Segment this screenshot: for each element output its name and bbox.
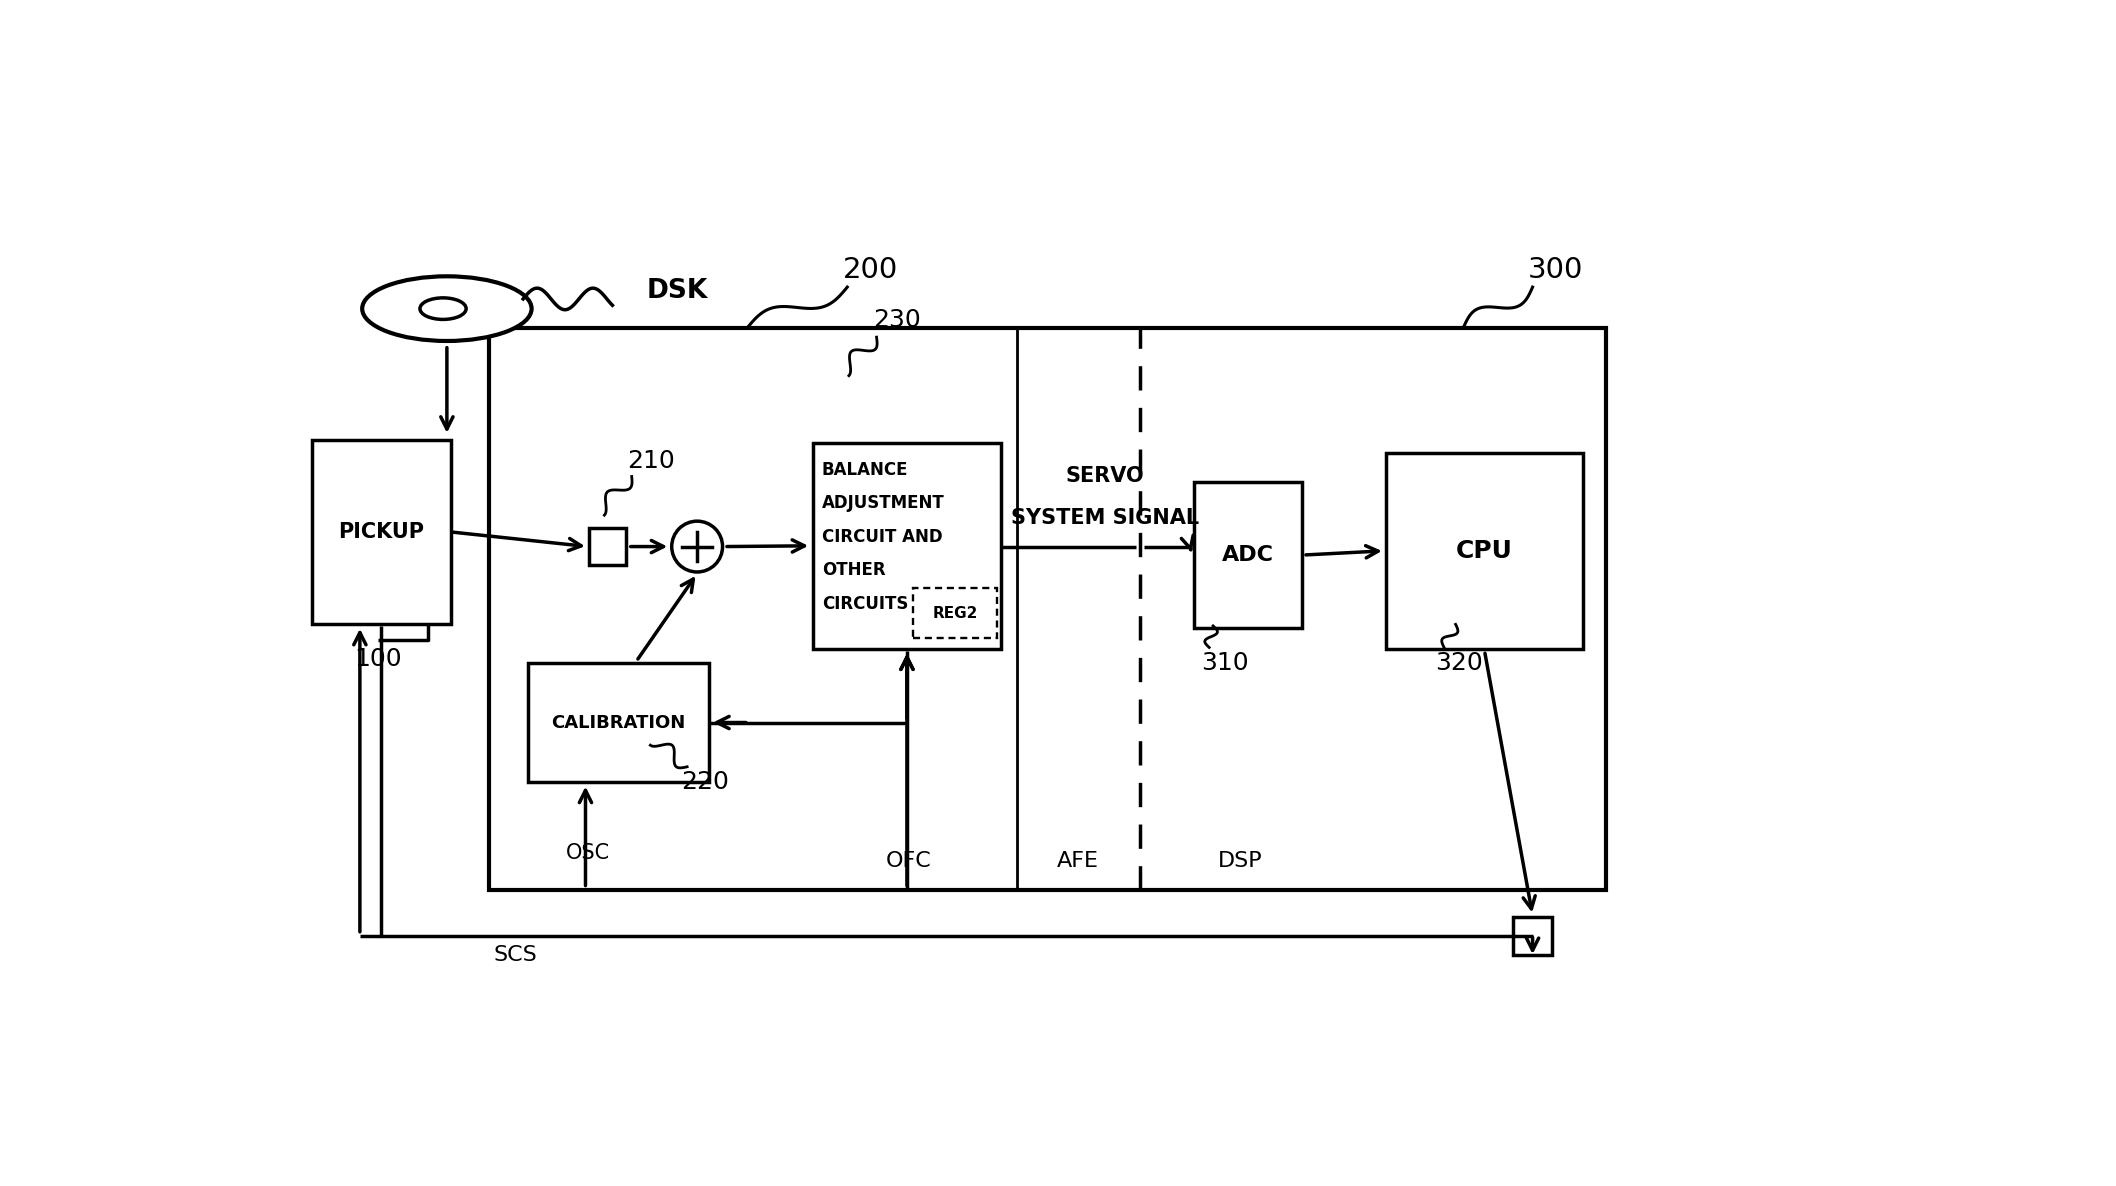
Text: 100: 100 (353, 648, 402, 671)
Text: 220: 220 (681, 770, 728, 795)
Text: 320: 320 (1435, 651, 1483, 675)
Ellipse shape (362, 276, 531, 342)
Bar (912, 588, 997, 638)
Text: 200: 200 (842, 256, 897, 285)
Circle shape (671, 521, 722, 572)
Text: DSP: DSP (1217, 850, 1263, 871)
Bar (313, 440, 451, 624)
Text: SERVO: SERVO (1066, 466, 1145, 486)
Text: 310: 310 (1200, 651, 1248, 675)
Bar (1386, 453, 1583, 649)
Text: SCS: SCS (493, 945, 537, 965)
Text: OTHER: OTHER (821, 561, 884, 579)
Text: CIRCUIT AND: CIRCUIT AND (821, 528, 942, 546)
Text: DSK: DSK (647, 279, 709, 305)
Text: OFC: OFC (887, 850, 931, 871)
Text: 230: 230 (874, 308, 920, 332)
Text: PICKUP: PICKUP (339, 522, 425, 542)
Bar (527, 663, 709, 783)
Text: ADJUSTMENT: ADJUSTMENT (821, 495, 944, 512)
Text: CIRCUITS: CIRCUITS (821, 594, 908, 612)
Bar (1193, 482, 1301, 629)
Bar (590, 528, 626, 565)
Text: CPU: CPU (1456, 538, 1513, 563)
Ellipse shape (419, 298, 466, 319)
Text: SYSTEM SIGNAL: SYSTEM SIGNAL (1011, 508, 1200, 528)
Text: CALIBRATION: CALIBRATION (550, 714, 686, 732)
Text: REG2: REG2 (933, 606, 978, 620)
Text: AFE: AFE (1058, 850, 1100, 871)
Text: ADC: ADC (1221, 546, 1274, 565)
Bar (1513, 917, 1551, 956)
Text: BALANCE: BALANCE (821, 460, 908, 479)
Text: 210: 210 (626, 449, 675, 473)
Bar (489, 327, 1606, 890)
Text: 300: 300 (1528, 256, 1583, 285)
Text: OSC: OSC (567, 843, 609, 863)
Bar (813, 442, 1001, 649)
